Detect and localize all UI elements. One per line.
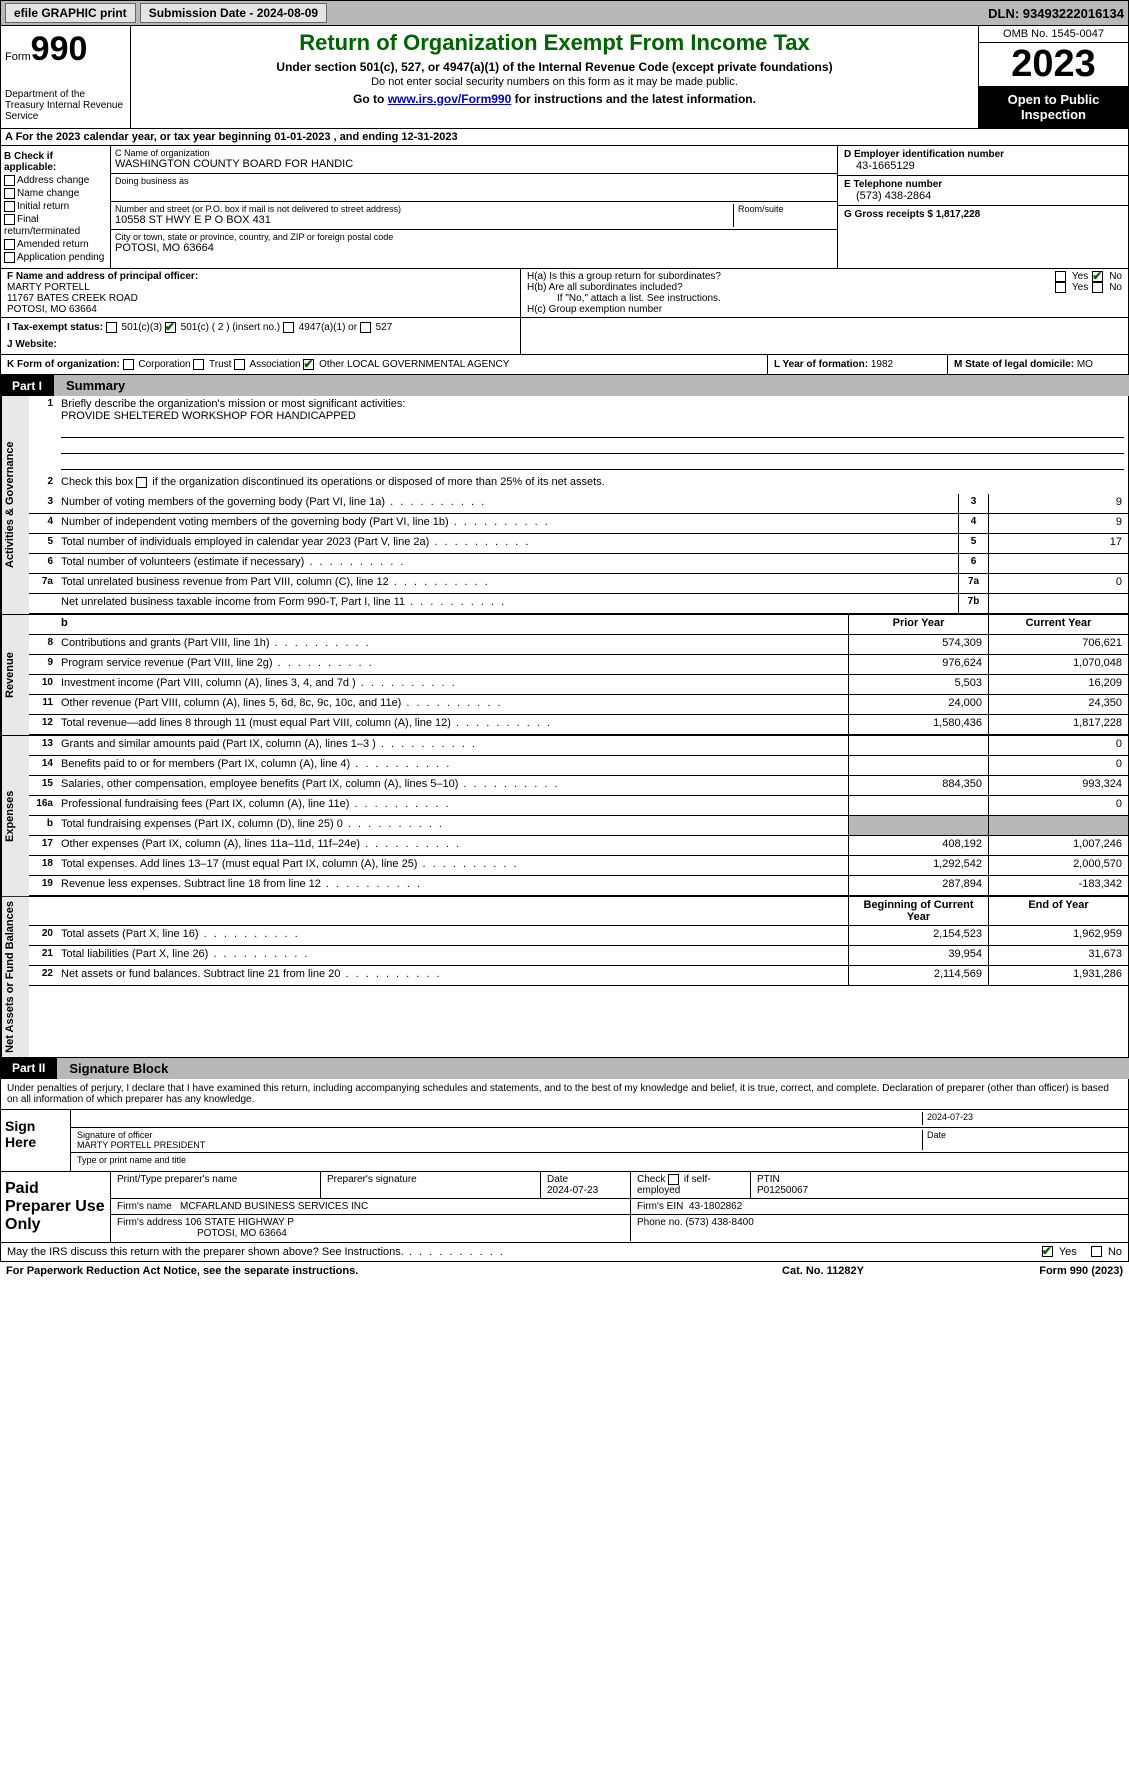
part-ii-header: Part IISignature Block bbox=[0, 1058, 1129, 1079]
efile-print-button[interactable]: efile GRAPHIC print bbox=[5, 3, 136, 23]
footer: For Paperwork Reduction Act Notice, see … bbox=[0, 1262, 1129, 1280]
discuss-row: May the IRS discuss this return with the… bbox=[0, 1243, 1129, 1262]
paid-preparer-block: Paid Preparer Use Only Print/Type prepar… bbox=[0, 1172, 1129, 1243]
ha-yes-checkbox[interactable] bbox=[1055, 271, 1066, 282]
summary-expenses: Expenses 13Grants and similar amounts pa… bbox=[0, 736, 1129, 897]
firm-phone: (573) 438-8400 bbox=[685, 1217, 753, 1228]
form-number: 990 bbox=[31, 30, 88, 68]
mission-text: PROVIDE SHELTERED WORKSHOP FOR HANDICAPP… bbox=[61, 410, 356, 422]
revenue-tab: Revenue bbox=[1, 615, 29, 735]
firm-name: MCFARLAND BUSINESS SERVICES INC bbox=[180, 1201, 368, 1212]
info-grid: B Check if applicable: Address change Na… bbox=[0, 146, 1129, 269]
final-return-checkbox[interactable] bbox=[4, 214, 15, 225]
ha-no-checkbox[interactable] bbox=[1092, 271, 1103, 282]
governance-tab: Activities & Governance bbox=[1, 396, 29, 614]
city-state-zip: POTOSI, MO 63664 bbox=[115, 242, 833, 254]
initial-return-checkbox[interactable] bbox=[4, 201, 15, 212]
discuss-no-checkbox[interactable] bbox=[1091, 1246, 1102, 1257]
trust-checkbox[interactable] bbox=[193, 359, 204, 370]
hb-yes-checkbox[interactable] bbox=[1055, 282, 1066, 293]
street-address: 10558 ST HWY E P O BOX 431 bbox=[115, 214, 733, 226]
topbar: efile GRAPHIC print Submission Date - 20… bbox=[0, 0, 1129, 26]
corp-checkbox[interactable] bbox=[123, 359, 134, 370]
ein: 43-1665129 bbox=[844, 160, 1122, 172]
tax-year: 2023 bbox=[979, 43, 1128, 86]
gross-receipts: 1,817,228 bbox=[936, 209, 981, 220]
summary-netassets: Net Assets or Fund Balances Beginning of… bbox=[0, 897, 1129, 1058]
open-inspection: Open to Public Inspection bbox=[979, 86, 1128, 128]
submission-date-button[interactable]: Submission Date - 2024-08-09 bbox=[140, 3, 327, 23]
line-a: A For the 2023 calendar year, or tax yea… bbox=[0, 129, 1129, 146]
firm-ein: 43-1802862 bbox=[689, 1201, 742, 1212]
501c-checkbox[interactable] bbox=[165, 322, 176, 333]
form-word: Form bbox=[5, 51, 31, 63]
self-employed-checkbox[interactable] bbox=[668, 1174, 679, 1185]
officer-name: MARTY PORTELL bbox=[7, 282, 514, 293]
address-change-checkbox[interactable] bbox=[4, 175, 15, 186]
ptin: P01250067 bbox=[757, 1185, 808, 1196]
state-domicile: MO bbox=[1077, 359, 1093, 370]
telephone: (573) 438-2864 bbox=[844, 190, 1122, 202]
assoc-checkbox[interactable] bbox=[234, 359, 245, 370]
box-b: B Check if applicable: Address change Na… bbox=[1, 146, 111, 268]
discontinued-checkbox[interactable] bbox=[136, 477, 147, 488]
4947-checkbox[interactable] bbox=[283, 322, 294, 333]
sign-here-block: Sign Here 2024-07-23 Signature of office… bbox=[0, 1110, 1129, 1172]
discuss-yes-checkbox[interactable] bbox=[1042, 1246, 1053, 1257]
irs-link[interactable]: www.irs.gov/Form990 bbox=[388, 92, 512, 106]
row-fh: F Name and address of principal officer:… bbox=[0, 269, 1129, 318]
prep-date: 2024-07-23 bbox=[547, 1185, 598, 1196]
omb-number: OMB No. 1545-0047 bbox=[979, 26, 1128, 43]
hb-no-checkbox[interactable] bbox=[1092, 282, 1103, 293]
dln-label: DLN: 93493222016134 bbox=[988, 6, 1124, 21]
expenses-tab: Expenses bbox=[1, 736, 29, 896]
box-c: C Name of organizationWASHINGTON COUNTY … bbox=[111, 146, 838, 268]
netassets-tab: Net Assets or Fund Balances bbox=[1, 897, 29, 1057]
year-formation: 1982 bbox=[871, 359, 893, 370]
row-klm: K Form of organization: Corporation Trus… bbox=[0, 355, 1129, 375]
summary-governance: Activities & Governance 1Briefly describ… bbox=[0, 396, 1129, 615]
declaration-text: Under penalties of perjury, I declare th… bbox=[0, 1079, 1129, 1110]
other-checkbox[interactable] bbox=[303, 359, 314, 370]
form-subtitle: Under section 501(c), 527, or 4947(a)(1)… bbox=[139, 60, 970, 74]
org-name: WASHINGTON COUNTY BOARD FOR HANDIC bbox=[115, 158, 833, 170]
amended-return-checkbox[interactable] bbox=[4, 239, 15, 250]
application-pending-checkbox[interactable] bbox=[4, 252, 15, 263]
form-header: Form990 Department of the Treasury Inter… bbox=[0, 26, 1129, 129]
name-change-checkbox[interactable] bbox=[4, 188, 15, 199]
527-checkbox[interactable] bbox=[360, 322, 371, 333]
501c3-checkbox[interactable] bbox=[106, 322, 117, 333]
box-deg: D Employer identification number43-16651… bbox=[838, 146, 1128, 268]
form-instructions-link: Go to www.irs.gov/Form990 for instructio… bbox=[139, 92, 970, 106]
row-ij: I Tax-exempt status: 501(c)(3) 501(c) ( … bbox=[0, 318, 1129, 355]
form-title: Return of Organization Exempt From Incom… bbox=[139, 30, 970, 56]
officer-signature: MARTY PORTELL PRESIDENT bbox=[77, 1140, 205, 1150]
summary-revenue: Revenue bPrior YearCurrent Year 8Contrib… bbox=[0, 615, 1129, 736]
dept-label: Department of the Treasury Internal Reve… bbox=[5, 89, 126, 122]
form-subtitle2: Do not enter social security numbers on … bbox=[139, 76, 970, 88]
part-i-header: Part ISummary bbox=[0, 375, 1129, 396]
